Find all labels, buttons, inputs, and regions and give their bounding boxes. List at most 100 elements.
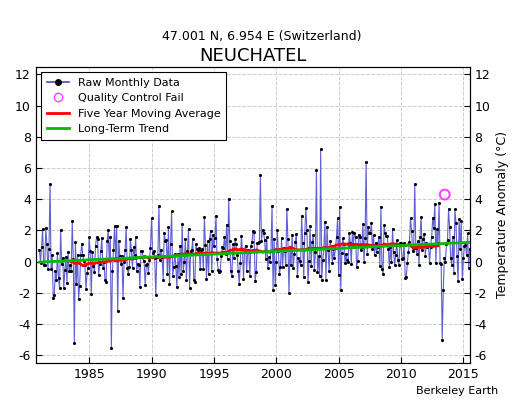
Point (110, 247, 118, 254)
Point (208, 268, 216, 274)
Y-axis label: Temperature Anomaly (°C): Temperature Anomaly (°C) (496, 131, 509, 298)
Point (168, 208, 176, 214)
Point (181, 236, 190, 242)
Point (203, 238, 212, 244)
Point (386, 244, 395, 250)
Point (435, 200, 443, 206)
Point (289, 265, 297, 271)
Point (175, 274, 183, 280)
Point (270, 235, 278, 242)
Point (394, 257, 402, 263)
Point (133, 268, 141, 274)
Point (414, 238, 422, 244)
Point (164, 224, 172, 231)
Point (176, 243, 184, 249)
Point (399, 254, 407, 261)
Point (296, 258, 304, 264)
Point (401, 274, 409, 281)
Point (61, 267, 69, 274)
Point (294, 255, 303, 262)
Point (101, 277, 109, 284)
Point (372, 239, 380, 246)
Point (73, 252, 82, 258)
Point (147, 215, 156, 221)
Point (375, 234, 383, 240)
Point (188, 247, 196, 253)
Point (154, 252, 162, 258)
Point (309, 232, 318, 239)
Point (64, 248, 72, 255)
Point (353, 263, 361, 270)
Point (50, 292, 59, 298)
Point (122, 224, 130, 230)
Point (396, 240, 404, 246)
Point (206, 228, 215, 234)
Point (368, 246, 377, 252)
Point (242, 242, 250, 249)
Point (312, 166, 321, 173)
Point (315, 273, 324, 280)
Point (173, 284, 181, 290)
Point (231, 236, 239, 242)
Point (431, 200, 439, 207)
Point (464, 264, 473, 271)
Point (307, 262, 315, 269)
Point (210, 243, 218, 249)
Point (340, 241, 348, 248)
Point (402, 274, 410, 280)
Point (247, 243, 255, 249)
Point (47, 266, 56, 272)
Point (332, 234, 341, 240)
Point (415, 261, 423, 268)
Point (400, 240, 408, 247)
Point (227, 272, 236, 279)
Point (299, 240, 307, 246)
Point (248, 238, 256, 245)
Point (392, 237, 401, 243)
Point (183, 248, 192, 254)
Point (126, 235, 135, 242)
Point (268, 202, 276, 209)
Point (449, 234, 457, 240)
Point (322, 277, 330, 283)
Point (48, 252, 57, 258)
Point (148, 250, 157, 256)
Point (139, 254, 147, 260)
Point (432, 260, 440, 266)
Point (260, 236, 269, 243)
Point (442, 240, 451, 247)
Point (215, 269, 223, 276)
Point (323, 224, 331, 230)
Point (84, 265, 92, 271)
Point (429, 215, 437, 221)
Point (421, 252, 430, 259)
Point (161, 238, 169, 244)
Point (457, 218, 465, 224)
Point (185, 285, 194, 291)
Point (380, 222, 388, 228)
Point (376, 262, 384, 269)
Point (361, 235, 369, 242)
Point (99, 264, 107, 271)
Point (95, 261, 104, 268)
Point (119, 294, 127, 301)
Point (202, 276, 211, 282)
Point (238, 246, 247, 252)
Point (345, 230, 353, 236)
Point (219, 245, 227, 252)
Point (218, 244, 226, 250)
Point (78, 240, 86, 247)
Point (266, 259, 274, 266)
Point (195, 245, 203, 251)
Point (54, 275, 63, 281)
Point (213, 256, 221, 262)
Point (217, 252, 225, 259)
Point (274, 248, 282, 254)
Point (265, 254, 273, 261)
Point (130, 252, 139, 258)
Point (443, 237, 452, 243)
Point (52, 277, 61, 283)
Point (417, 213, 425, 220)
Point (35, 247, 43, 253)
Point (452, 219, 460, 226)
